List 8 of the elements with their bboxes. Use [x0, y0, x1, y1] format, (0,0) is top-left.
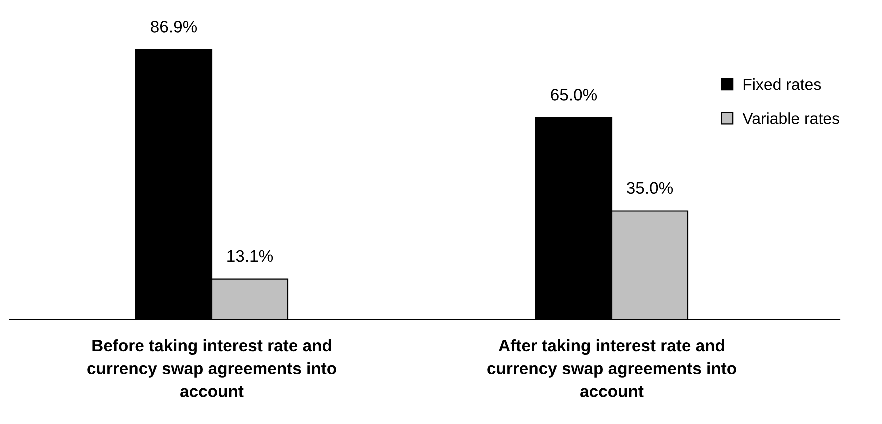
legend-label: Fixed rates	[744, 78, 822, 90]
legend-label: Variable rates	[742, 112, 840, 124]
data-label: 86.9%	[151, 21, 198, 33]
data-label: 65.0%	[551, 89, 598, 101]
data-label: 13.1%	[228, 250, 274, 262]
x-tick-label: After taking interest rate and currency swap agreements into account	[488, 339, 736, 398]
data-label: 35.0%	[627, 182, 674, 194]
x-tick-label: Before taking interest rate and currency swap agreements into account	[88, 339, 336, 398]
